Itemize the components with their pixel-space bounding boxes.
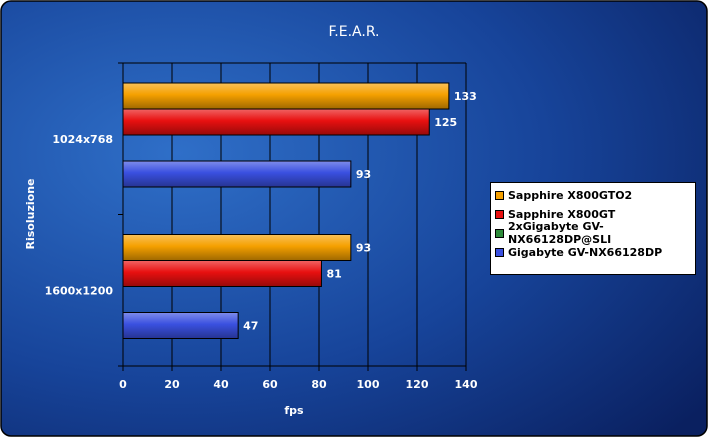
x-tick-label: 80 <box>311 378 327 391</box>
x-tick-label: 100 <box>357 378 380 391</box>
data-label: 81 <box>326 268 341 281</box>
x-tick-label: 40 <box>213 378 229 391</box>
x-tick-label: 0 <box>119 378 127 391</box>
legend: Sapphire X800GTO2 Sapphire X800GT 2xGiga… <box>490 182 696 275</box>
legend-swatch <box>495 190 504 200</box>
data-label: 133 <box>454 90 477 103</box>
category-label: 1600x1200 <box>45 284 114 297</box>
bar <box>122 108 430 136</box>
chart-title: F.E.A.R. <box>328 24 379 40</box>
bar <box>122 82 450 110</box>
x-tick-label: 140 <box>455 378 478 391</box>
legend-item: Sapphire X800GT <box>495 206 695 222</box>
legend-item: 2xGigabyte GV-NX66128DP@SLI <box>495 220 695 246</box>
legend-item: Sapphire X800GTO2 <box>495 187 695 203</box>
legend-label: 2xGigabyte GV-NX66128DP@SLI <box>508 220 612 246</box>
category-label: 1024x768 <box>52 133 113 146</box>
x-tick-label: 20 <box>164 378 180 391</box>
legend-swatch <box>495 209 504 219</box>
bar <box>122 260 322 287</box>
x-tick-label: 60 <box>262 378 278 391</box>
x-axis-label: fps <box>284 404 304 417</box>
legend-label: Sapphire X800GT <box>508 207 616 221</box>
data-label: 47 <box>243 320 258 333</box>
bar <box>122 160 352 188</box>
x-tick-label: 120 <box>406 378 429 391</box>
bar <box>122 234 352 261</box>
legend-swatch <box>495 247 504 257</box>
legend-label: Sapphire X800GTO2 <box>508 188 633 202</box>
legend-item: Gigabyte GV-NX66128DP <box>495 244 695 260</box>
y-axis-label: Risoluzione <box>24 179 37 250</box>
data-label: 125 <box>434 116 457 129</box>
legend-label: Gigabyte GV-NX66128DP <box>508 245 663 259</box>
legend-swatch <box>495 228 504 238</box>
bar <box>122 312 239 339</box>
data-label: 93 <box>356 242 371 255</box>
data-label: 93 <box>356 168 371 181</box>
